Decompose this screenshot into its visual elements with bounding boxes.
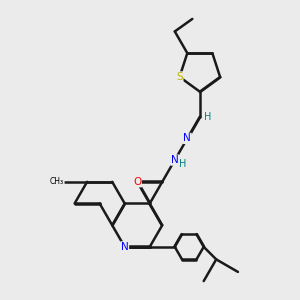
Text: H: H bbox=[204, 112, 211, 122]
Text: N: N bbox=[121, 242, 129, 252]
Text: N: N bbox=[183, 134, 191, 143]
Text: CH₃: CH₃ bbox=[50, 177, 64, 186]
Text: H: H bbox=[178, 159, 186, 169]
Text: O: O bbox=[133, 177, 141, 187]
Text: N: N bbox=[171, 155, 179, 165]
Text: S: S bbox=[176, 72, 183, 82]
